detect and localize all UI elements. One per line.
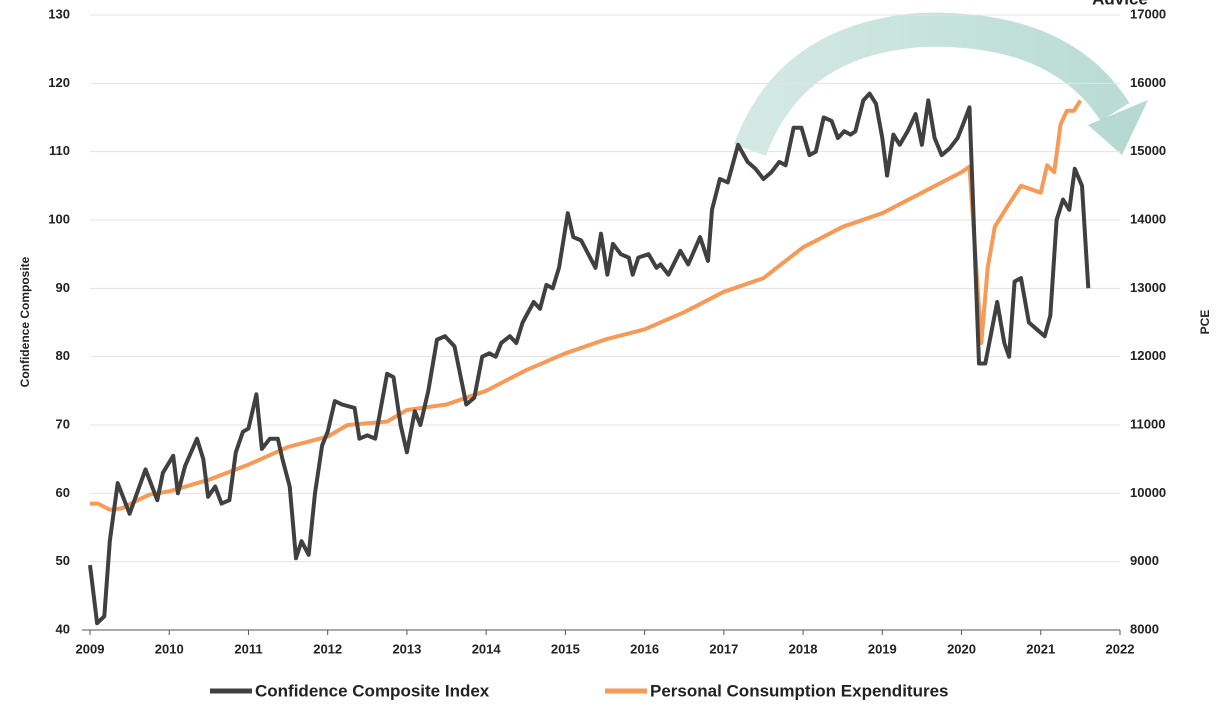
x-tick-label: 2021 [1026, 641, 1055, 656]
y2-tick-label: 12000 [1130, 348, 1166, 363]
x-tick-label: 2009 [76, 641, 105, 656]
y-tick-label: 110 [49, 143, 70, 158]
y2-tick-label: 16000 [1130, 75, 1166, 90]
x-tick-label: 2019 [868, 641, 897, 656]
y2-tick-label: 13000 [1130, 280, 1166, 295]
y-axis-label: Confidence Composite [18, 256, 32, 387]
x-tick-label: 2017 [709, 641, 738, 656]
x-tick-label: 2014 [472, 641, 502, 656]
y2-tick-label: 15000 [1130, 143, 1166, 158]
x-tick-label: 2013 [392, 641, 421, 656]
y-tick-label: 50 [56, 553, 70, 568]
y2-axis-label: PCE [1198, 310, 1212, 335]
y2-tick-label: 11000 [1130, 416, 1165, 431]
x-tick-label: 2020 [947, 641, 976, 656]
y2-tick-label: 9000 [1130, 553, 1159, 568]
x-tick-label: 2018 [789, 641, 818, 656]
x-tick-label: 2012 [313, 641, 342, 656]
y-tick-label: 90 [56, 280, 70, 295]
brand: Advice [1092, 0, 1148, 8]
legend-label: Confidence Composite Index [255, 681, 490, 700]
y-tick-label: 100 [48, 211, 70, 226]
x-tick-label: 2015 [551, 641, 580, 656]
x-tick-label: 2016 [630, 641, 659, 656]
y-tick-label: 60 [56, 485, 70, 500]
y2-tick-label: 8000 [1130, 621, 1159, 636]
y2-tick-label: 17000 [1130, 6, 1166, 21]
y-tick-label: 80 [56, 348, 70, 363]
x-tick-label: 2010 [155, 641, 184, 656]
y2-tick-label: 10000 [1130, 485, 1166, 500]
legend-label: Personal Consumption Expenditures [650, 681, 949, 700]
series-line [90, 99, 1083, 512]
y2-tick-label: 14000 [1130, 211, 1166, 226]
y-tick-label: 70 [56, 416, 70, 431]
x-tick-label: 2022 [1106, 641, 1135, 656]
y-tick-label: 40 [56, 621, 70, 636]
series-line [88, 91, 1091, 626]
x-tick-label: 2011 [234, 641, 262, 656]
trend-arrow-head [1088, 100, 1148, 155]
y-tick-label: 130 [48, 6, 70, 21]
trend-arrow [734, 12, 1130, 157]
y-tick-label: 120 [48, 75, 70, 90]
